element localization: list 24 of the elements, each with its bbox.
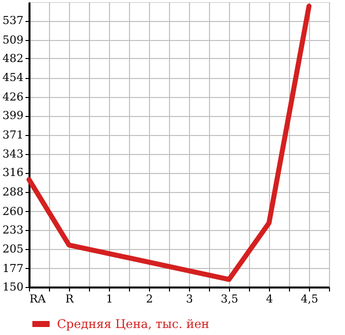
x-tick-label: 2 (146, 292, 153, 306)
x-tick-label: 1 (106, 292, 113, 306)
y-tick-label: 150 (2, 280, 24, 294)
x-tick-label: 3 (186, 292, 193, 306)
y-tick-label: 205 (2, 242, 24, 256)
y-tick-label: 233 (2, 223, 24, 236)
y-tick-label: 482 (2, 52, 24, 65)
y-tick-label: 537 (2, 14, 24, 28)
y-tick-label: 509 (2, 33, 24, 46)
y-tick-label: 288 (2, 186, 24, 198)
x-tick-label: 4 (266, 292, 273, 306)
y-tick-label: 343 (2, 148, 24, 161)
legend-label: Средняя Цена, тыс. йен (57, 317, 210, 331)
x-tick-label: 3,5 (220, 292, 238, 306)
y-tick-label: 399 (2, 109, 24, 122)
x-tick-label: RA (30, 292, 47, 306)
y-tick-label: 316 (2, 166, 24, 180)
y-tick-label: 426 (2, 90, 24, 104)
x-tick-label: R (65, 292, 74, 306)
y-tick-label: 177 (2, 262, 24, 275)
y-tick-label: 371 (2, 128, 24, 142)
y-tick-label: 454 (2, 71, 24, 84)
x-tick-label: 4,5 (300, 292, 318, 306)
y-tick-label: 260 (2, 204, 24, 218)
